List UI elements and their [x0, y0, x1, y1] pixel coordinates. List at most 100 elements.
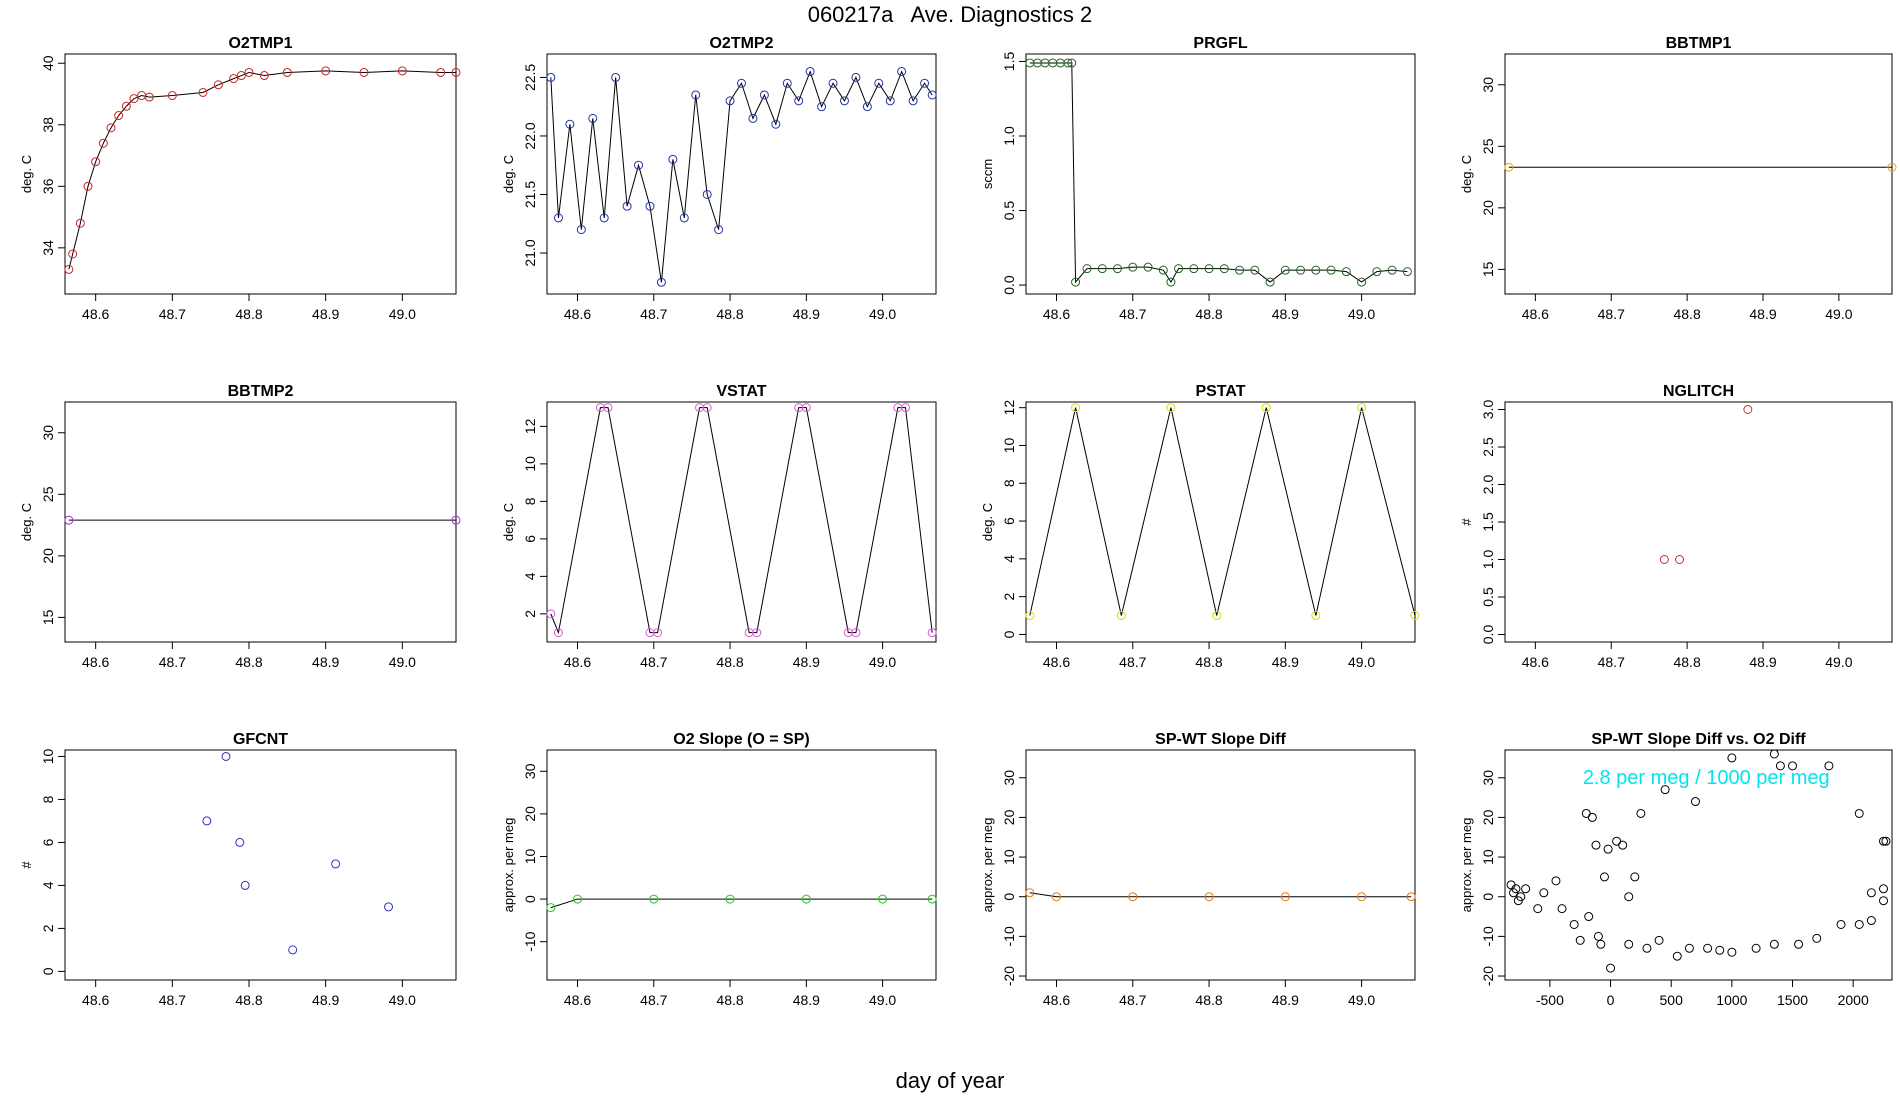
data-point: [98, 138, 108, 148]
data-point: [897, 67, 907, 77]
data-point: [397, 66, 407, 76]
data-point: [1357, 277, 1367, 287]
data-point: [1204, 264, 1214, 274]
y-tick-label: 2.0: [1480, 475, 1496, 495]
panel-pstat: PSTAT 48.6 48.7 48.8 48.9 49.0 0 2 4 6 8 10 12 deg. C: [980, 383, 1420, 670]
data-point: [691, 90, 701, 100]
data-point: [1581, 808, 1591, 818]
x-tick-label: 1500: [1777, 992, 1808, 1008]
y-tick-label: 30: [1001, 770, 1017, 786]
y-tick-label: 40: [40, 55, 56, 71]
y-tick-label: 6: [40, 838, 56, 846]
data-point: [1866, 916, 1876, 926]
y-tick-label: 36: [40, 178, 56, 194]
panel-bbtmp1: BBTMP1 48.6 48.7 48.8 48.9 49.0 15 20 25 30 deg. C: [1459, 35, 1897, 322]
x-tick-label: 48.9: [1749, 306, 1776, 322]
data-point: [759, 90, 769, 100]
x-tick-label: 48.6: [82, 992, 109, 1008]
x-tick-label: 49.0: [869, 992, 896, 1008]
y-tick-label: 4: [40, 881, 56, 889]
data-point: [331, 859, 341, 869]
data-point: [1599, 872, 1609, 882]
x-tick-label: 2000: [1838, 992, 1869, 1008]
data-point: [771, 119, 781, 129]
y-tick-label: 1.5: [1001, 52, 1017, 72]
y-tick-label: 22.5: [522, 64, 538, 91]
x-tick-label: 48.7: [159, 654, 186, 670]
y-tick-label: -20: [1480, 966, 1496, 986]
data-point: [1612, 836, 1622, 846]
data-point: [1879, 884, 1889, 894]
data-point: [546, 903, 556, 913]
y-tick-label: 30: [1480, 770, 1496, 786]
data-point: [1280, 265, 1290, 275]
panel-o2tmp2: O2TMP2 48.6 48.7 48.8 48.9 49.0 21.0 21.5 22.0 22…: [501, 35, 937, 322]
plot-frame: [64, 401, 457, 643]
y-tick-label: 6: [1001, 517, 1017, 525]
y-tick-label: 20: [40, 548, 56, 564]
figure-xlabel: day of year: [895, 1068, 1005, 1093]
plot-frame: [1504, 53, 1893, 295]
data-point: [359, 67, 369, 77]
y-axis-label: sccm: [980, 159, 995, 189]
chart-title: PRGFL: [1193, 35, 1247, 52]
plot-frame: [64, 749, 457, 981]
x-tick-label: 49.0: [389, 306, 416, 322]
data-point: [1521, 884, 1531, 894]
x-tick-label: 48.9: [793, 306, 820, 322]
y-axis-label: approx. per meg: [980, 818, 995, 913]
y-tick-label: 30: [1480, 77, 1496, 93]
data-point: [851, 72, 861, 82]
data-point: [1326, 265, 1336, 275]
data-point: [1166, 403, 1176, 413]
data-point: [1684, 943, 1694, 953]
x-tick-label: 48.8: [1195, 306, 1222, 322]
data-point: [828, 78, 838, 88]
y-tick-label: 10: [1001, 849, 1017, 865]
data-point: [1606, 963, 1616, 973]
x-tick-label: 48.6: [564, 992, 591, 1008]
x-tick-label: 48.8: [716, 306, 743, 322]
data-point: [64, 515, 74, 525]
data-point: [1636, 808, 1646, 818]
data-point: [1341, 267, 1351, 277]
data-point: [1174, 264, 1184, 274]
data-point: [634, 160, 644, 170]
chart-title: PSTAT: [1195, 383, 1245, 400]
data-point: [748, 113, 758, 123]
x-tick-label: 1000: [1716, 992, 1747, 1008]
data-point: [927, 90, 937, 100]
data-point: [573, 894, 583, 904]
data-point: [75, 218, 85, 228]
data-point: [1357, 892, 1367, 902]
data-point: [1387, 265, 1397, 275]
x-tick-label: 48.7: [1119, 992, 1146, 1008]
data-point: [1511, 884, 1521, 894]
y-tick-label: 0: [40, 967, 56, 975]
data-point: [114, 111, 124, 121]
data-point: [588, 113, 598, 123]
data-point: [1063, 58, 1073, 68]
data-point: [794, 96, 804, 106]
data-point: [1879, 836, 1889, 846]
data-point: [1584, 912, 1594, 922]
x-tick-label: 49.0: [1348, 992, 1375, 1008]
data-point: [1690, 797, 1700, 807]
data-point: [1675, 555, 1685, 564]
series-line: [550, 70, 933, 283]
data-point: [1887, 162, 1897, 172]
x-tick-label: 48.9: [1272, 306, 1299, 322]
data-point: [1654, 935, 1664, 945]
data-point: [1410, 611, 1420, 621]
data-point: [1557, 904, 1567, 914]
data-point: [1569, 919, 1579, 929]
y-tick-label: 38: [40, 117, 56, 133]
data-point: [121, 101, 131, 111]
y-tick-label: 8: [1001, 479, 1017, 487]
x-tick-label: 48.7: [640, 992, 667, 1008]
data-point: [235, 837, 245, 847]
data-point: [1743, 405, 1753, 414]
y-tick-label: 0.5: [1001, 201, 1017, 221]
x-tick-label: 48.9: [312, 992, 339, 1008]
data-point: [1235, 265, 1245, 275]
